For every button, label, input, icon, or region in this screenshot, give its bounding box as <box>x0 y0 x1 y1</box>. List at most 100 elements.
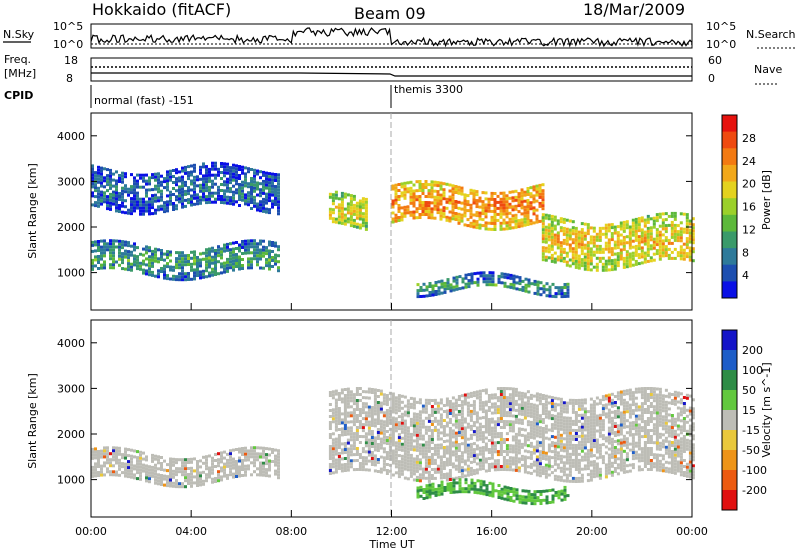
power-echo-cell <box>223 250 226 253</box>
power-echo-cell <box>196 262 199 265</box>
power-echo-cell <box>572 247 575 250</box>
power-echo-cell <box>187 263 190 266</box>
power-echo-cell <box>674 230 677 233</box>
velocity-echo-cell <box>605 415 608 418</box>
velocity-echo-cell <box>190 476 193 479</box>
velocity-echo-cell <box>608 439 611 442</box>
power-echo-cell <box>259 194 262 197</box>
power-echo-cell <box>509 221 512 224</box>
power-echo-cell <box>118 243 121 246</box>
velocity-echo-cell <box>452 465 455 468</box>
velocity-echo-cell <box>545 470 548 473</box>
velocity-echo-cell <box>431 441 434 444</box>
velocity-echo-cell <box>341 400 344 403</box>
velocity-echo-cell <box>100 450 103 453</box>
power-echo-cell <box>545 241 548 244</box>
power-echo-cell <box>641 228 644 231</box>
velocity-echo-cell <box>560 407 563 410</box>
velocity-echo-cell <box>557 442 560 445</box>
power-echo-cell <box>413 193 416 196</box>
power-echo-cell <box>476 202 479 205</box>
power-echo-cell <box>476 211 479 214</box>
power-echo-cell <box>265 172 268 175</box>
power-echo-cell <box>593 245 596 248</box>
power-echo-cell <box>184 199 187 202</box>
power-echo-cell <box>133 179 136 182</box>
velocity-echo-cell <box>148 468 151 471</box>
power-echo-cell <box>638 226 641 229</box>
velocity-echo-cell <box>563 425 566 428</box>
velocity-echo-cell <box>157 476 160 479</box>
power-echo-cell <box>124 205 127 208</box>
velocity-echo-cell <box>488 427 491 430</box>
power-echo-cell <box>109 205 112 208</box>
velocity-echo-cell <box>410 424 413 427</box>
velocity-echo-cell <box>404 438 407 441</box>
power-echo-cell <box>599 251 602 254</box>
velocity-echo-cell <box>419 458 422 461</box>
velocity-echo-cell <box>626 404 629 407</box>
velocity-echo-cell <box>386 442 389 445</box>
velocity-echo-cell <box>208 476 211 479</box>
power-echo-cell <box>244 184 247 187</box>
velocity-echo-cell <box>374 442 377 445</box>
power-echo-cell <box>262 267 265 270</box>
power-echo-cell <box>521 212 524 215</box>
velocity-echo-cell <box>428 429 431 432</box>
velocity-echo-cell <box>503 423 506 426</box>
velocity-echo-cell <box>145 464 148 467</box>
velocity-echo-cell <box>434 429 437 432</box>
power-echo-cell <box>620 225 623 228</box>
velocity-echo-cell <box>374 457 377 460</box>
velocity-echo-cell <box>584 440 587 443</box>
power-echo-cell <box>235 173 238 176</box>
velocity-echo-cell <box>536 434 539 437</box>
power-echo-cell <box>551 242 554 245</box>
velocity-echo-cell <box>386 472 389 475</box>
power-echo-cell <box>548 235 551 238</box>
power-echo-cell <box>540 281 543 284</box>
velocity-echo-cell <box>407 426 410 429</box>
power-echo-cell <box>244 193 247 196</box>
velocity-echo-cell <box>440 401 443 404</box>
velocity-echo-cell <box>428 450 431 453</box>
velocity-echo-cell <box>118 447 121 450</box>
velocity-echo-cell <box>503 402 506 405</box>
power-echo-cell <box>151 212 154 215</box>
velocity-echo-cell <box>368 439 371 442</box>
power-echo-cell <box>641 234 644 237</box>
velocity-echo-cell <box>374 460 377 463</box>
velocity-echo-cell <box>371 436 374 439</box>
power-echo-cell <box>112 248 115 251</box>
velocity-echo-cell <box>205 467 208 470</box>
power-echo-cell <box>341 219 344 222</box>
power-echo-cell <box>136 204 139 207</box>
velocity-echo-cell <box>578 402 581 405</box>
velocity-echo-cell <box>329 457 332 460</box>
power-echo-cell <box>543 285 546 288</box>
velocity-echo-cell <box>569 429 572 432</box>
velocity-echo-cell <box>160 462 163 465</box>
velocity-echo-cell <box>527 390 530 393</box>
power-echo-cell <box>121 199 124 202</box>
velocity-echo-cell <box>482 437 485 440</box>
velocity-echo-cell <box>422 477 425 480</box>
velocity-echo-cell <box>614 431 617 434</box>
power-echo-cell <box>423 295 426 298</box>
velocity-echo-cell <box>608 463 611 466</box>
velocity-echo-cell <box>629 392 632 395</box>
velocity-echo-cell <box>623 411 626 414</box>
velocity-echo-cell <box>431 468 434 471</box>
velocity-echo-cell <box>347 454 350 457</box>
velocity-echo-cell <box>395 405 398 408</box>
power-echo-cell <box>112 179 115 182</box>
velocity-echo-cell <box>277 449 280 452</box>
power-echo-cell <box>193 170 196 173</box>
power-echo-cell <box>181 200 184 203</box>
velocity-echo-cell <box>494 429 497 432</box>
power-echo-cell <box>567 283 570 286</box>
velocity-echo-cell <box>590 398 593 401</box>
power-echo-cell <box>398 195 401 198</box>
velocity-echo-cell <box>175 482 178 485</box>
velocity-echo-cell <box>404 423 407 426</box>
